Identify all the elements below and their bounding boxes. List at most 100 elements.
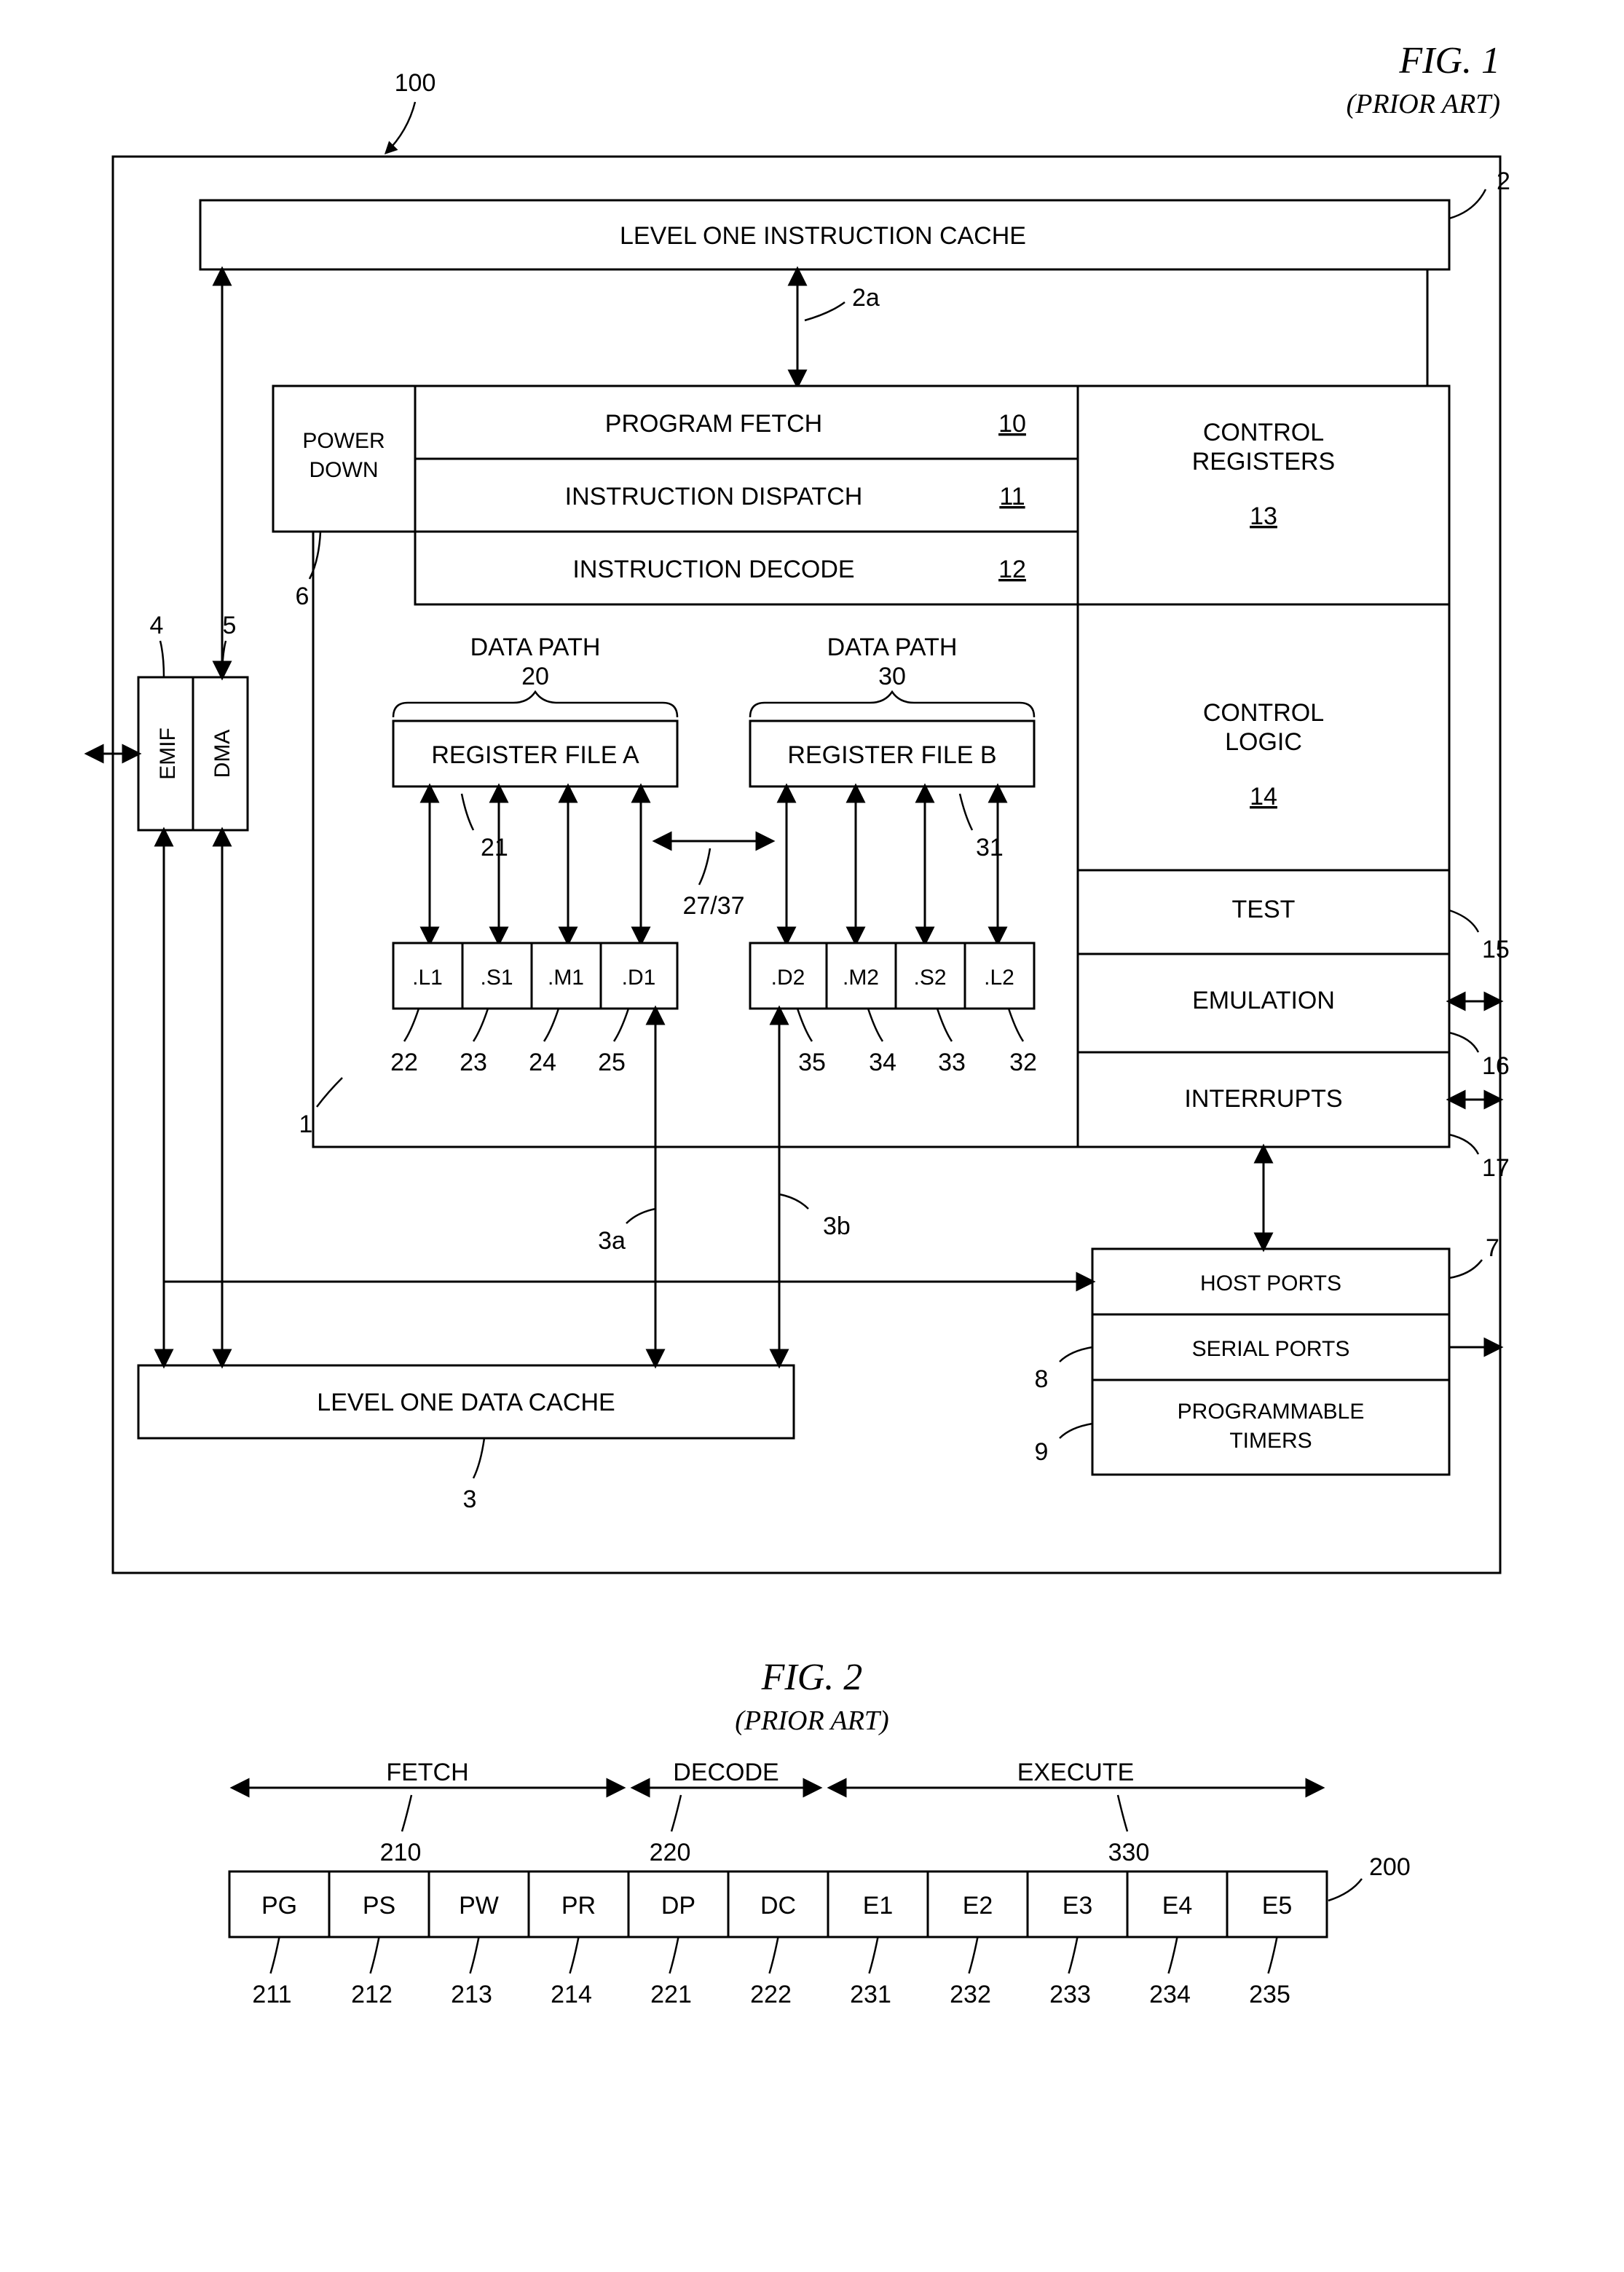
ref-14: 14: [1250, 783, 1277, 810]
power-down-l1: POWER: [302, 429, 385, 453]
svg-text:.L2: .L2: [984, 966, 1014, 990]
emulation-label: EMULATION: [1192, 987, 1335, 1014]
prog-fetch-label: PROGRAM FETCH: [605, 410, 822, 438]
interrupts-label: INTERRUPTS: [1184, 1085, 1342, 1113]
svg-text:.S2: .S2: [913, 966, 946, 990]
dpA-l1: DATA PATH: [470, 634, 601, 661]
svg-text:DC: DC: [760, 1892, 796, 1920]
ref-8: 8: [1035, 1365, 1049, 1393]
prog-timers-l1: PROGRAMMABLE: [1178, 1400, 1365, 1424]
svg-text:PG: PG: [261, 1892, 297, 1920]
ref-9: 9: [1035, 1438, 1049, 1466]
dpB-l1: DATA PATH: [827, 634, 958, 661]
host-ports-label: HOST PORTS: [1200, 1271, 1341, 1295]
ref-33: 33: [938, 1049, 966, 1076]
ref-34: 34: [869, 1049, 896, 1076]
ref-27-37: 27/37: [682, 892, 744, 920]
svg-text:231: 231: [850, 1981, 891, 2008]
svg-text:.M1: .M1: [548, 966, 584, 990]
svg-text:235: 235: [1249, 1981, 1290, 2008]
ref-11: 11: [999, 483, 1025, 510]
svg-text:.S1: .S1: [480, 966, 513, 990]
svg-text:.D1: .D1: [622, 966, 656, 990]
fetch-stack: PROGRAM FETCH 10 INSTRUCTION DISPATCH 11…: [415, 386, 1078, 604]
inst-decode-label: INSTRUCTION DECODE: [572, 556, 854, 583]
fig2: FIG. 2 (PRIOR ART) PG211PS212PW213PR214D…: [229, 1657, 1411, 2008]
ref-3: 3: [463, 1486, 477, 1513]
svg-text:E3: E3: [1063, 1892, 1093, 1920]
fig2-title: FIG. 2: [761, 1657, 863, 1698]
svg-text:PS: PS: [363, 1892, 395, 1920]
svg-text:.D2: .D2: [771, 966, 805, 990]
ref-1: 1: [299, 1111, 313, 1138]
svg-text:EXECUTE: EXECUTE: [1017, 1759, 1135, 1786]
fig1-title: FIG. 1: [1398, 40, 1500, 82]
ref-16: 16: [1482, 1052, 1510, 1080]
ref-24: 24: [529, 1049, 556, 1076]
svg-text:210: 210: [380, 1839, 422, 1866]
l1i-label: LEVEL ONE INSTRUCTION CACHE: [620, 222, 1026, 250]
ref-200: 200: [1369, 1853, 1411, 1881]
ref-4: 4: [150, 612, 164, 639]
ref-17: 17: [1482, 1154, 1510, 1182]
svg-text:220: 220: [650, 1839, 691, 1866]
ref-6: 6: [296, 583, 310, 610]
svg-text:233: 233: [1049, 1981, 1091, 2008]
dpA-l2: 20: [521, 663, 549, 690]
ref-100: 100: [395, 69, 436, 97]
ref-35: 35: [798, 1049, 826, 1076]
fig1: FIG. 1 (PRIOR ART) 100 LEVEL ONE INSTRUC…: [87, 40, 1510, 1573]
svg-text:FETCH: FETCH: [386, 1759, 468, 1786]
ref-21: 21: [481, 834, 508, 861]
svg-text:214: 214: [551, 1981, 592, 2008]
ref-5: 5: [223, 612, 237, 639]
regA-label: REGISTER FILE A: [431, 741, 639, 769]
fig2-groups: FETCH 210 DECODE 220 EXECUTE 330: [233, 1759, 1322, 1866]
svg-text:212: 212: [351, 1981, 393, 2008]
svg-text:232: 232: [950, 1981, 991, 2008]
svg-text:211: 211: [252, 1981, 291, 2008]
inst-dispatch-label: INSTRUCTION DISPATCH: [565, 483, 863, 510]
regB-label: REGISTER FILE B: [787, 741, 996, 769]
ref-32: 32: [1009, 1049, 1037, 1076]
ref-23: 23: [460, 1049, 487, 1076]
svg-text:E1: E1: [863, 1892, 894, 1920]
svg-text:DECODE: DECODE: [673, 1759, 779, 1786]
prog-timers-l2: TIMERS: [1229, 1429, 1312, 1453]
dpB-l2: 30: [878, 663, 906, 690]
ref-13: 13: [1250, 502, 1277, 530]
ref-3b: 3b: [823, 1212, 851, 1240]
ref-15: 15: [1482, 936, 1510, 963]
svg-text:234: 234: [1149, 1981, 1191, 2008]
ref-22: 22: [390, 1049, 418, 1076]
test-label: TEST: [1232, 896, 1296, 923]
svg-text:330: 330: [1108, 1839, 1150, 1866]
svg-text:PR: PR: [561, 1892, 596, 1920]
dma-label: DMA: [210, 730, 234, 778]
svg-text:E2: E2: [963, 1892, 993, 1920]
ref-12: 12: [998, 556, 1026, 583]
svg-text:213: 213: [451, 1981, 492, 2008]
ports-block: HOST PORTS 7 SERIAL PORTS 8 PROGRAMMABLE…: [1035, 1234, 1500, 1475]
ref-2a: 2a: [852, 284, 880, 312]
ctrl-logic-l1: CONTROL: [1203, 699, 1324, 727]
power-down-l2: DOWN: [310, 458, 379, 482]
svg-text:E5: E5: [1262, 1892, 1293, 1920]
svg-text:.M2: .M2: [843, 966, 879, 990]
svg-text:E4: E4: [1162, 1892, 1193, 1920]
svg-text:.L1: .L1: [412, 966, 443, 990]
ref-25: 25: [598, 1049, 626, 1076]
ref-3a: 3a: [598, 1227, 626, 1255]
pipeline-cells: PG211PS212PW213PR214DP221DC222E1231E2232…: [229, 1871, 1327, 2008]
ref-7: 7: [1486, 1234, 1499, 1262]
fig1-subtitle: (PRIOR ART): [1347, 89, 1500, 119]
svg-text:222: 222: [750, 1981, 792, 2008]
ctrl-regs-l2: REGISTERS: [1192, 448, 1335, 476]
serial-ports-label: SERIAL PORTS: [1192, 1337, 1350, 1361]
ref-2: 2: [1497, 167, 1510, 195]
ctrl-logic-l2: LOGIC: [1225, 728, 1302, 756]
ctrl-regs-l1: CONTROL: [1203, 419, 1324, 446]
svg-text:DP: DP: [661, 1892, 695, 1920]
l1d-label: LEVEL ONE DATA CACHE: [317, 1389, 615, 1416]
fig2-subtitle: (PRIOR ART): [735, 1705, 888, 1736]
